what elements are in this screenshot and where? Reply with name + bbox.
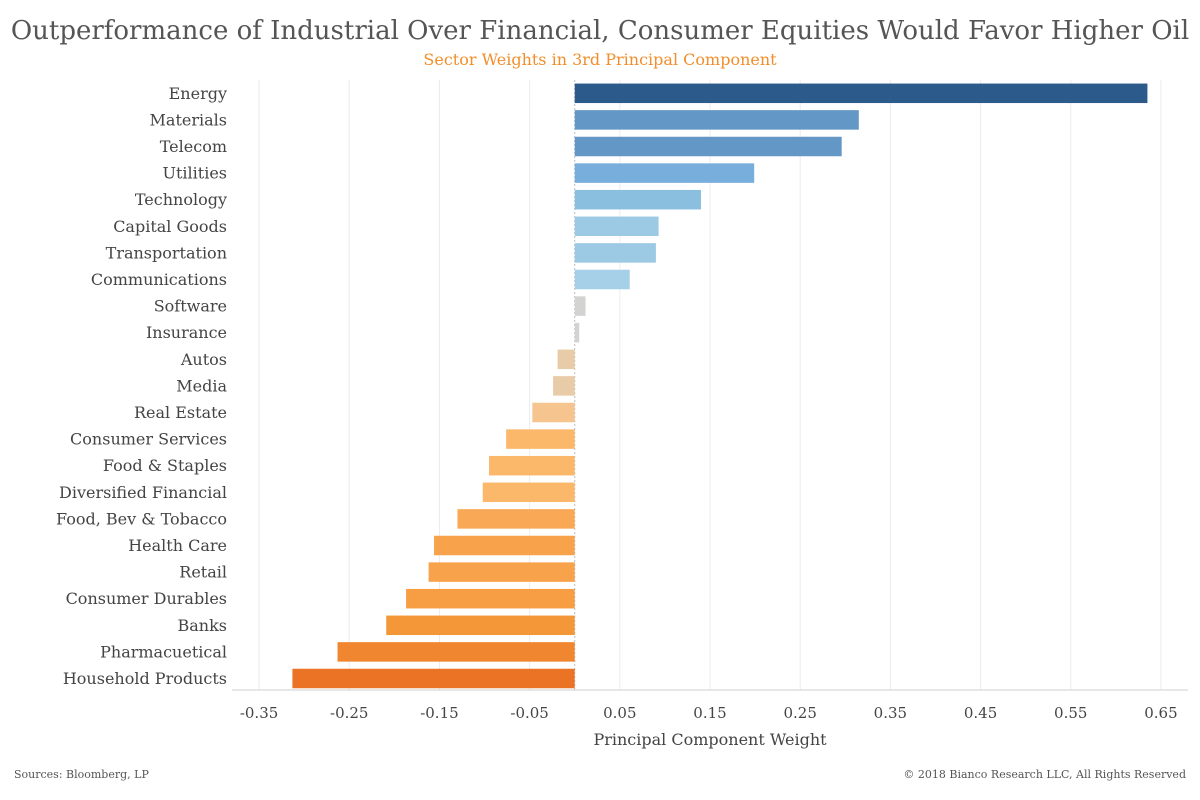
x-tick-label: -0.15 bbox=[420, 704, 458, 722]
bar bbox=[457, 509, 575, 529]
x-axis-title: Principal Component Weight bbox=[593, 730, 827, 749]
x-tick-label: 0.55 bbox=[1054, 704, 1087, 722]
category-label: Banks bbox=[177, 616, 227, 635]
bar bbox=[406, 588, 575, 609]
bar bbox=[337, 642, 575, 662]
category-label: Telecom bbox=[160, 137, 227, 156]
bar bbox=[574, 110, 859, 130]
x-tick-label: 0.45 bbox=[964, 704, 997, 722]
bar bbox=[506, 429, 575, 449]
bar bbox=[434, 535, 575, 556]
source-note: Sources: Bloomberg, LP bbox=[14, 768, 149, 781]
category-label: Food & Staples bbox=[103, 456, 227, 475]
category-label: Communications bbox=[91, 270, 227, 289]
category-label: Software bbox=[154, 297, 227, 316]
bar bbox=[574, 216, 659, 237]
bar bbox=[553, 376, 575, 396]
x-tick-label: 0.25 bbox=[783, 704, 816, 722]
bar bbox=[574, 189, 701, 210]
x-tick-label: -0.25 bbox=[330, 704, 368, 722]
x-tick-label: 0.65 bbox=[1144, 704, 1177, 722]
category-label: Retail bbox=[179, 563, 227, 582]
category-label: Energy bbox=[169, 84, 227, 103]
category-label: Diversified Financial bbox=[59, 483, 227, 502]
bar bbox=[574, 83, 1148, 104]
category-label: Materials bbox=[150, 110, 227, 129]
bar bbox=[482, 482, 575, 503]
category-label: Media bbox=[176, 376, 227, 395]
bar bbox=[574, 243, 656, 263]
bar bbox=[386, 615, 575, 636]
category-label: Real Estate bbox=[134, 403, 227, 422]
category-label: Capital Goods bbox=[113, 217, 227, 236]
bar bbox=[574, 296, 586, 316]
category-label: Health Care bbox=[128, 536, 227, 555]
bar bbox=[574, 163, 755, 183]
bar bbox=[428, 562, 575, 582]
x-tick-label: 0.15 bbox=[693, 704, 726, 722]
bar bbox=[574, 269, 630, 290]
bar bbox=[292, 668, 575, 689]
category-label: Household Products bbox=[63, 669, 227, 688]
bar bbox=[574, 322, 580, 343]
chart-subtitle: Sector Weights in 3rd Principal Componen… bbox=[423, 50, 777, 69]
category-label: Autos bbox=[180, 350, 227, 369]
category-label: Food, Bev & Tobacco bbox=[56, 509, 227, 528]
category-label: Consumer Durables bbox=[66, 589, 227, 608]
category-label: Technology bbox=[135, 190, 227, 209]
category-label: Pharmacuetical bbox=[100, 642, 227, 661]
category-label: Insurance bbox=[146, 323, 227, 342]
copyright-note: © 2018 Bianco Research LLC, All Rights R… bbox=[903, 768, 1186, 781]
x-tick-label: -0.05 bbox=[510, 704, 548, 722]
x-tick-label: 0.05 bbox=[603, 704, 636, 722]
bar bbox=[532, 402, 575, 423]
category-label: Transportation bbox=[106, 243, 227, 262]
bar bbox=[489, 455, 575, 476]
x-tick-label: 0.35 bbox=[874, 704, 907, 722]
category-label: Consumer Services bbox=[70, 430, 227, 449]
x-tick-label: -0.35 bbox=[240, 704, 278, 722]
category-label: Utilities bbox=[163, 164, 228, 183]
chart-title: Outperformance of Industrial Over Financ… bbox=[10, 16, 1190, 46]
bar bbox=[574, 136, 842, 157]
bar bbox=[557, 349, 575, 370]
